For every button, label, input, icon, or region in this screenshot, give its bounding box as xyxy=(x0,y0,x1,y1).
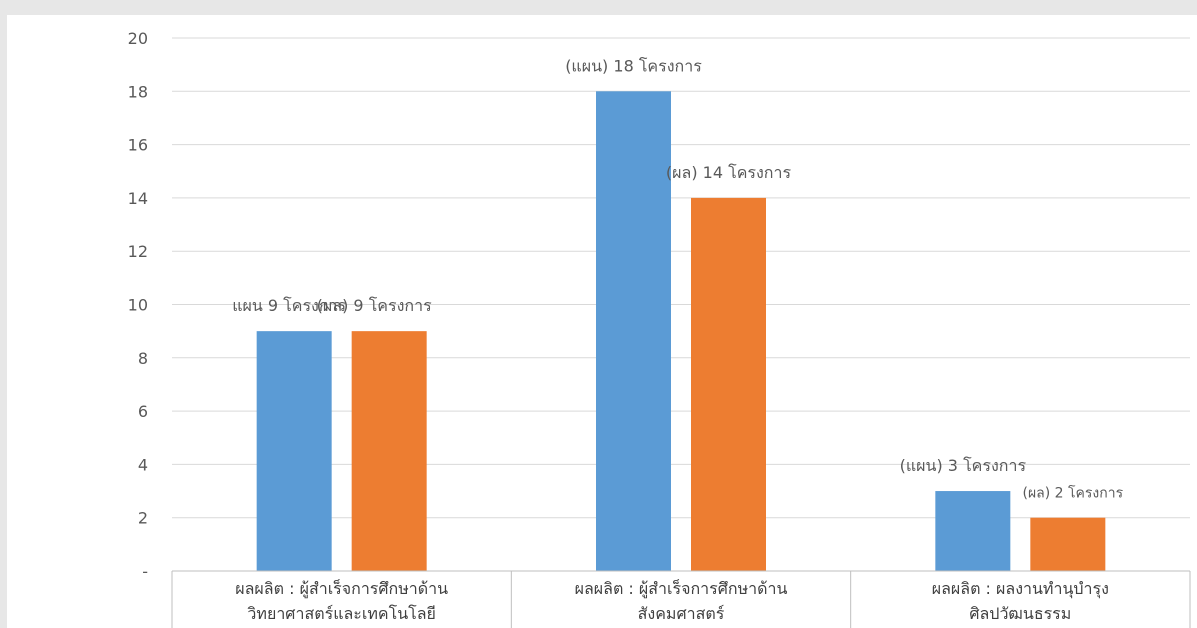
y-tick-label: 18 xyxy=(128,82,148,101)
y-tick-label: 12 xyxy=(128,242,148,261)
bars xyxy=(256,91,1106,572)
bar xyxy=(691,197,766,571)
category-label: ผลผลิต : ผู้สำเร็จการศึกษาด้าน xyxy=(575,578,788,599)
bar xyxy=(351,331,427,571)
y-tick-label: 20 xyxy=(128,29,148,48)
category-label: ศิลปวัฒนธรรม xyxy=(969,604,1071,623)
y-tick-label: 14 xyxy=(128,189,148,208)
y-tick-label: - xyxy=(142,562,148,581)
data-label: (ผล) 9 โครงการ xyxy=(317,296,432,315)
bar xyxy=(1030,517,1106,571)
y-tick-label: 10 xyxy=(128,296,148,315)
data-label: (แผน) 18 โครงการ xyxy=(565,56,702,75)
bar xyxy=(935,491,1011,571)
gridlines xyxy=(172,37,1190,519)
category-label: ผลผลิต : ผลงานทำนุบำรุง xyxy=(932,579,1109,599)
bar xyxy=(256,331,332,571)
y-tick-label: 6 xyxy=(138,402,148,421)
data-label: แผน 9 โครงการ xyxy=(232,296,346,315)
y-tick-label: 16 xyxy=(128,136,148,155)
bar xyxy=(596,91,671,572)
y-axis-ticks: - 2 4 6 8 10 12 14 16 18 20 xyxy=(128,29,148,581)
y-tick-label: 2 xyxy=(138,509,148,528)
y-tick-label: 8 xyxy=(138,349,148,368)
data-label: (ผล) 14 โครงการ xyxy=(666,163,792,182)
data-label: (แผน) 3 โครงการ xyxy=(900,456,1027,475)
data-label: (ผล) 2 โครงการ xyxy=(1023,485,1124,502)
category-label: ผลผลิต : ผู้สำเร็จการศึกษาด้าน xyxy=(235,578,448,599)
x-axis: ผลผลิต : ผู้สำเร็จการศึกษาด้านวิทยาศาสตร… xyxy=(171,570,1191,628)
category-label: สังคมศาสตร์ xyxy=(638,604,725,623)
category-label: วิทยาศาสตร์และเทคโนโลยี xyxy=(247,604,436,623)
data-labels: แผน 9 โครงการ (แผน) 18 โครงการ (แผน) 3 โคร… xyxy=(232,56,1123,501)
y-tick-label: 4 xyxy=(138,455,148,474)
